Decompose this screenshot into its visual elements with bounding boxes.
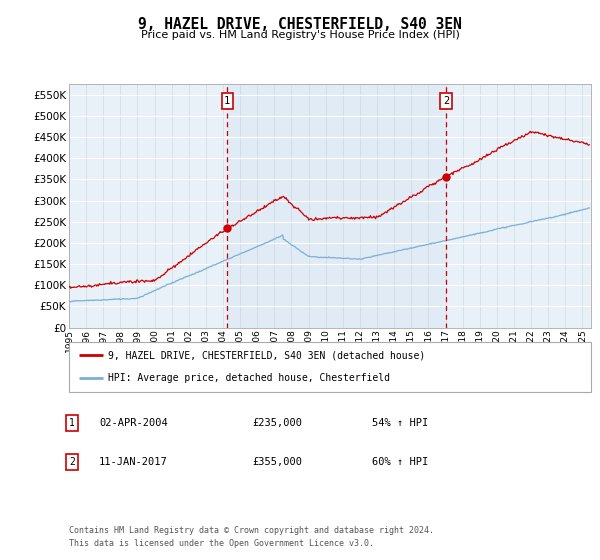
Text: £235,000: £235,000 (252, 418, 302, 428)
Text: Contains HM Land Registry data © Crown copyright and database right 2024.
This d: Contains HM Land Registry data © Crown c… (69, 526, 434, 548)
Text: 9, HAZEL DRIVE, CHESTERFIELD, S40 3EN (detached house): 9, HAZEL DRIVE, CHESTERFIELD, S40 3EN (d… (108, 350, 425, 360)
Bar (227, 84, 446, 328)
Text: 2: 2 (69, 457, 75, 467)
Text: 54% ↑ HPI: 54% ↑ HPI (372, 418, 428, 428)
Text: 1: 1 (69, 418, 75, 428)
Text: 60% ↑ HPI: 60% ↑ HPI (372, 457, 428, 467)
Text: 2: 2 (443, 96, 449, 106)
Text: 02-APR-2004: 02-APR-2004 (99, 418, 168, 428)
Text: Price paid vs. HM Land Registry's House Price Index (HPI): Price paid vs. HM Land Registry's House … (140, 30, 460, 40)
Text: 9, HAZEL DRIVE, CHESTERFIELD, S40 3EN: 9, HAZEL DRIVE, CHESTERFIELD, S40 3EN (138, 17, 462, 32)
Text: HPI: Average price, detached house, Chesterfield: HPI: Average price, detached house, Ches… (108, 374, 390, 384)
Text: 11-JAN-2017: 11-JAN-2017 (99, 457, 168, 467)
Text: 1: 1 (224, 96, 230, 106)
Text: £355,000: £355,000 (252, 457, 302, 467)
